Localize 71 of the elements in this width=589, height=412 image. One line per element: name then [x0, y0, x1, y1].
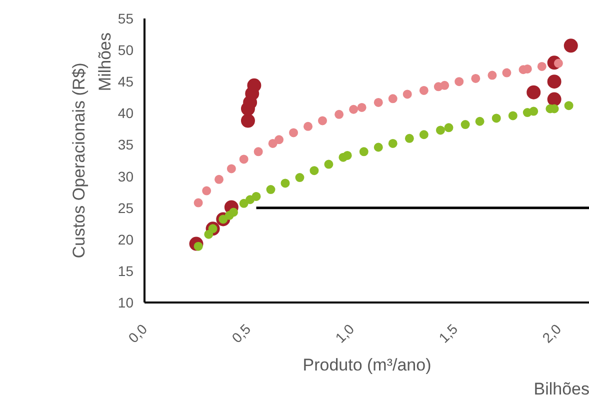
y-tick-label: 25: [118, 200, 134, 216]
point: [492, 114, 501, 123]
point: [547, 92, 562, 106]
point: [440, 80, 450, 90]
point: [460, 120, 470, 130]
x-tick-label: 2,0: [539, 320, 564, 346]
point: [475, 116, 484, 126]
point: [349, 104, 358, 114]
point: [239, 154, 248, 164]
point: [374, 142, 383, 152]
point: [295, 173, 304, 182]
point: [526, 85, 541, 100]
point: [388, 94, 398, 104]
x-tick-label: 0,0: [125, 320, 150, 346]
point: [357, 102, 366, 112]
point: [194, 198, 203, 208]
point: [266, 185, 276, 194]
x-axis-title: Produto (m³/ano): [302, 355, 432, 374]
point: [202, 186, 212, 196]
y-tick-label: 10: [118, 294, 134, 310]
point: [388, 138, 398, 148]
point: [488, 70, 497, 80]
point: [274, 135, 284, 144]
point: [564, 38, 578, 53]
point: [374, 98, 383, 107]
point: [564, 101, 574, 110]
point: [419, 130, 428, 140]
point: [508, 111, 518, 120]
x-tick-label: 1,0: [332, 320, 358, 346]
x-tick-label: 1,5: [436, 320, 461, 346]
point: [318, 116, 327, 126]
point: [252, 192, 261, 201]
y-tick-label: 15: [118, 262, 134, 279]
y-tick-label: 40: [118, 105, 134, 122]
point: [254, 147, 263, 156]
point: [304, 122, 313, 131]
point: [419, 86, 428, 95]
point: [239, 198, 248, 208]
y-tick-label: 20: [118, 231, 134, 248]
point: [359, 147, 368, 156]
point: [404, 134, 414, 143]
point: [214, 174, 224, 184]
point: [454, 77, 464, 86]
y-tick-label: 45: [118, 74, 134, 90]
text: Milhões: [96, 32, 114, 92]
point: [444, 123, 454, 132]
point: [547, 74, 562, 89]
point: [268, 138, 278, 148]
point: [289, 128, 298, 138]
point: [471, 74, 480, 83]
point: [529, 106, 538, 116]
point: [310, 166, 319, 176]
point: [226, 164, 236, 174]
point: [537, 62, 546, 71]
point: [324, 160, 334, 169]
point: [436, 126, 445, 135]
point: [342, 150, 352, 160]
x-tick-label: 0,5: [228, 320, 254, 346]
point: [247, 78, 262, 92]
y-tick-label: 30: [118, 168, 134, 184]
point: [402, 90, 412, 99]
point: [280, 178, 290, 188]
point: [229, 208, 238, 217]
point: [334, 110, 344, 119]
text: Bilhões: [534, 380, 589, 398]
y-tick-label: 55: [118, 10, 134, 26]
y-axis-title: Custos Operacionais (R$): [70, 62, 88, 258]
y-tick-label: 35: [118, 136, 134, 153]
y-tick-label: 50: [118, 42, 134, 58]
point: [240, 114, 255, 128]
point: [502, 68, 512, 78]
